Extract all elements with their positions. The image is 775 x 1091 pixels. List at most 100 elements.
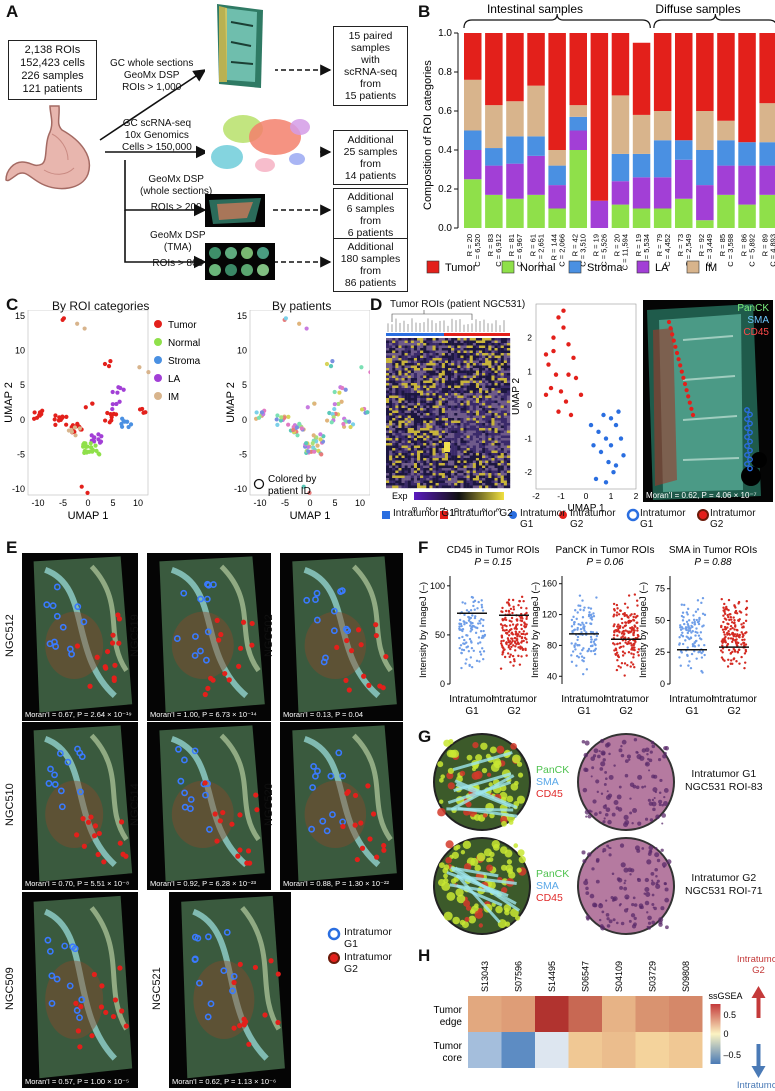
b-bar-segment-normal [696,220,714,228]
f-point [579,604,582,608]
d-heatmap-cell [460,435,464,439]
d-heatmap-cell [475,353,480,356]
g-cell [452,916,460,925]
d-heatmap-cell [457,448,461,451]
d-heatmap-cell [479,398,483,401]
d-heatmap-cell [491,455,495,459]
d-heatmap-cell [417,423,421,426]
d-heatmap-cell [426,468,430,471]
f-point [618,631,621,634]
d-heatmap-cell [506,350,511,354]
f-point [728,618,731,622]
d-heatmap-cell [466,453,470,456]
g-nucleus [608,774,614,780]
d-heatmap-cell [398,405,402,409]
d-heatmap-cell [420,480,424,484]
f-point [467,615,470,619]
d-heatmap-cell [451,410,455,414]
d-heatmap-cell [435,413,439,416]
h-cell-core [669,1032,703,1068]
d-heatmap-cell [432,415,436,419]
d-heatmap-cell [438,400,442,404]
g-nucleus [647,921,652,925]
d-heatmap-cell [466,450,470,454]
f-point [723,602,726,606]
d-heatmap-cell [494,370,498,374]
d-heatmap-cell [500,443,504,446]
d-heatmap-cell [395,478,399,481]
d-heatmap-cell [485,410,489,414]
d-heatmap-cell [475,343,480,346]
e-g1-marker [339,772,347,780]
d-heatmap-cell [472,338,477,341]
d-umap-point [543,392,549,398]
d-heatmap-cell [479,390,483,394]
d-heatmap-cell [472,438,477,441]
d-heatmap-cell [410,398,415,401]
d-heatmap-cell [432,450,436,454]
g-nucleus [651,879,654,882]
e-g2-marker [202,780,208,786]
e-g2-marker [222,670,228,677]
d-heatmap-cell [488,440,492,444]
d-heatmap-cell [401,355,405,359]
f-point [733,628,736,631]
d-heatmap-cell [413,378,418,381]
f-point [478,650,482,654]
f-point [633,612,636,616]
d-heatmap-cell [497,353,501,356]
d-heatmap-cell [500,463,504,466]
d-heatmap-cell [386,463,390,466]
d-heatmap-cell [448,433,452,436]
g-row-label: Intratumor G1 NGC531 ROI-83 [685,768,763,794]
d-heatmap-cell [420,418,424,421]
d-heatmap-cell [503,345,508,349]
f-point [622,633,626,636]
b-xlabel-c: C = 6,912 [494,234,503,267]
d-heatmap-cell [497,395,501,399]
d-heatmap-cell [401,448,405,451]
d-heatmap-cell [429,460,433,464]
e-g1-marker [330,607,338,615]
g-nucleus [651,893,655,897]
e-g1-marker [223,928,231,936]
d-heatmap-cell [500,363,504,366]
d-heatmap-cell [392,465,396,469]
d-heatmap-cell [441,473,446,476]
d-heatmap-cell [417,428,421,431]
d-umap-point [551,335,556,340]
c-point-patient [307,490,312,496]
c-ytick: -5 [17,449,25,459]
d-heatmap-cell [472,463,477,466]
d-umap-point [563,399,569,404]
d-heatmap-cell [460,373,464,376]
d-heatmap-cell [500,445,504,449]
d-heatmap-cell [454,405,458,409]
d-heatmap-cell [432,400,436,404]
d-heatmap-cell [500,385,504,389]
d-heatmap-cell [417,463,421,466]
g-nucleus [635,750,639,754]
d-heatmap-cell [432,463,436,466]
d-heatmap-cell [432,438,436,441]
d-heatmap-cell [463,403,467,406]
f-point [517,603,520,607]
d-heatmap-cell [479,368,483,371]
g-stain-panck: PanCK [536,868,570,880]
g-nucleus [634,845,640,851]
d-heatmap-cell [448,440,452,444]
d-legend-g2: Intratumor G2 [451,508,513,519]
e-g1-marker [48,972,56,980]
f-point [701,625,704,628]
d-heatmap-cell [485,368,489,371]
f-point [623,674,626,677]
d-heatmap-cell [401,398,405,401]
d-heatmap-cell [463,435,467,439]
d-heatmap-cell [410,430,415,434]
d-heatmap-cell [479,378,483,381]
c-point-patient [304,441,309,446]
b-xlabel-c: C = 3,598 [726,234,735,267]
f-point [512,658,516,661]
f-point [469,616,473,620]
d-heatmap-cell [407,455,411,459]
